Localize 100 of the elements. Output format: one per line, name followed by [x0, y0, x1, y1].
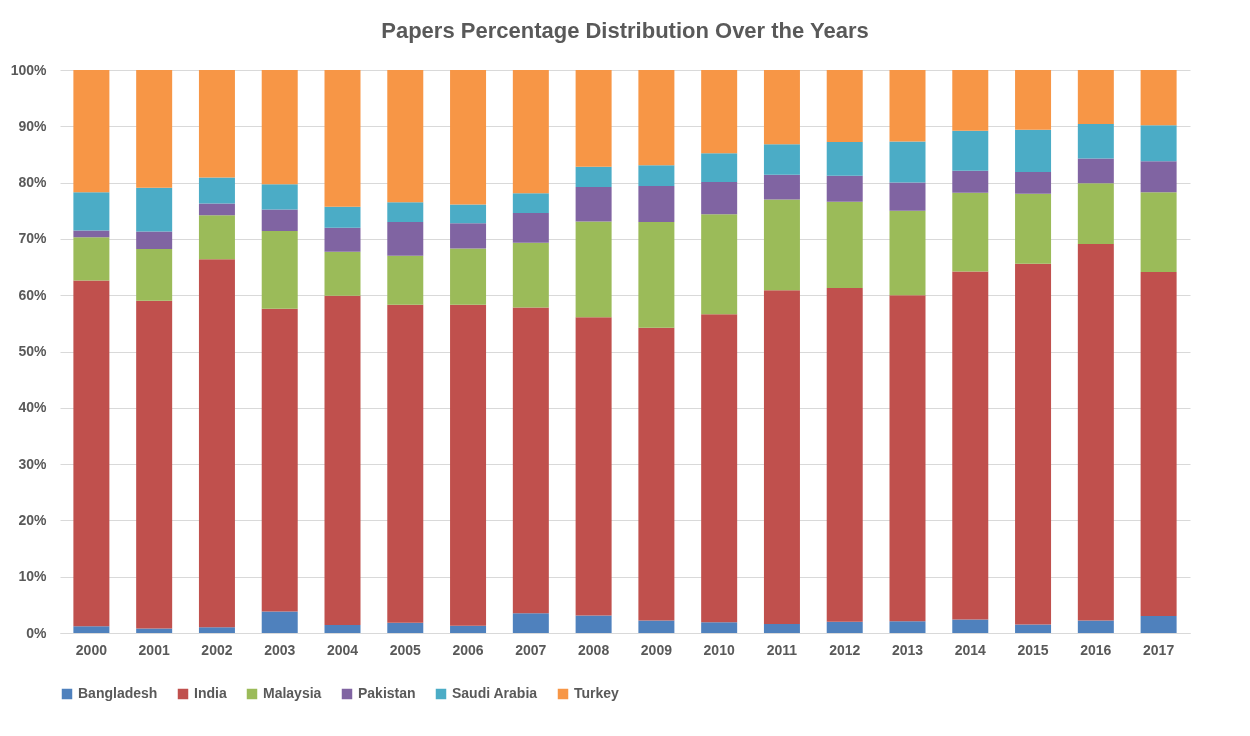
x-tick-label: 2016 — [1080, 641, 1112, 658]
bar — [638, 620, 675, 633]
legend-label: Pakistan — [358, 685, 416, 701]
y-tick-label: 0% — [26, 624, 48, 641]
bar — [324, 625, 361, 633]
y-tick-label: 10% — [18, 568, 48, 585]
bar — [952, 170, 989, 193]
bar — [136, 628, 173, 633]
y-tick-label: 20% — [18, 511, 48, 528]
y-tick-label: 100% — [10, 61, 48, 78]
bar — [763, 174, 800, 200]
bar — [198, 177, 235, 204]
bar — [261, 231, 298, 309]
x-tick-label: 2005 — [389, 641, 422, 658]
x-tick-label: 2015 — [1017, 641, 1049, 658]
x-tick-label: 2000 — [75, 641, 108, 658]
legend-label: Turkey — [574, 685, 620, 701]
bar — [324, 295, 361, 626]
x-tick-label: 2012 — [829, 641, 861, 658]
bar — [136, 249, 173, 301]
x-tick-label: 2013 — [891, 641, 924, 658]
bar — [136, 187, 173, 232]
legend-label: Saudi Arabia — [452, 685, 538, 701]
bar — [73, 70, 110, 193]
bar — [136, 231, 173, 250]
bar — [575, 187, 612, 222]
bar — [826, 175, 863, 202]
bar — [73, 280, 110, 627]
bar — [261, 209, 298, 232]
bar — [952, 619, 989, 633]
bar — [1015, 193, 1052, 264]
bar — [701, 70, 738, 154]
y-tick-label: 80% — [18, 174, 48, 191]
bar — [387, 70, 424, 203]
bar — [512, 70, 549, 194]
bar — [701, 182, 738, 215]
x-tick-label: 2003 — [264, 641, 296, 658]
bar — [512, 193, 549, 213]
bar — [324, 227, 361, 252]
bar — [826, 621, 863, 633]
x-tick-label: 2008 — [578, 641, 610, 658]
bar — [324, 251, 361, 296]
bar — [889, 295, 926, 622]
bar — [73, 192, 110, 231]
bar — [638, 70, 675, 166]
bar — [324, 70, 361, 207]
bar — [575, 615, 612, 633]
bar — [638, 222, 675, 328]
bar — [450, 304, 487, 626]
bar — [1077, 243, 1114, 621]
bar — [1077, 183, 1114, 244]
y-tick-label: 40% — [18, 399, 48, 416]
legend-label: Bangladesh — [78, 685, 158, 701]
bar — [261, 70, 298, 185]
bar — [261, 184, 298, 210]
bar — [512, 307, 549, 614]
x-tick-label: 2010 — [703, 641, 735, 658]
bar — [1140, 161, 1177, 193]
bar — [889, 182, 926, 211]
bar — [450, 204, 487, 224]
bar — [1140, 70, 1177, 126]
bar — [575, 221, 612, 318]
bar — [826, 201, 863, 288]
bar — [1077, 158, 1114, 184]
bar — [198, 627, 235, 633]
x-tick-label: 2009 — [640, 641, 673, 658]
bar — [73, 237, 110, 281]
x-tick-label: 2017 — [1143, 641, 1175, 658]
bar — [324, 206, 361, 228]
bar — [826, 142, 863, 176]
bar — [763, 623, 800, 633]
bar — [1015, 624, 1052, 633]
bar — [136, 70, 173, 188]
x-tick-label: 2002 — [201, 641, 233, 658]
bar — [387, 222, 424, 256]
bar — [952, 192, 989, 272]
bar — [1015, 70, 1052, 130]
bar — [198, 259, 235, 628]
chart-title: Papers Percentage Distribution Over the Years — [381, 18, 869, 43]
x-tick-label: 2004 — [326, 641, 359, 658]
y-tick-label: 30% — [18, 455, 48, 472]
bar — [261, 611, 298, 633]
bar — [575, 166, 612, 188]
bar — [763, 144, 800, 175]
bar — [826, 287, 863, 622]
bar — [763, 199, 800, 291]
bar — [1140, 125, 1177, 162]
bar — [1015, 263, 1052, 625]
bar — [198, 70, 235, 178]
bar — [450, 625, 487, 633]
bar — [889, 70, 926, 142]
bar — [387, 622, 424, 633]
bar — [763, 70, 800, 145]
y-tick-label: 70% — [18, 230, 48, 247]
bar — [136, 300, 173, 629]
bar — [198, 215, 235, 260]
bar — [701, 153, 738, 183]
bar — [763, 290, 800, 624]
bar — [701, 214, 738, 315]
bar — [575, 317, 612, 616]
